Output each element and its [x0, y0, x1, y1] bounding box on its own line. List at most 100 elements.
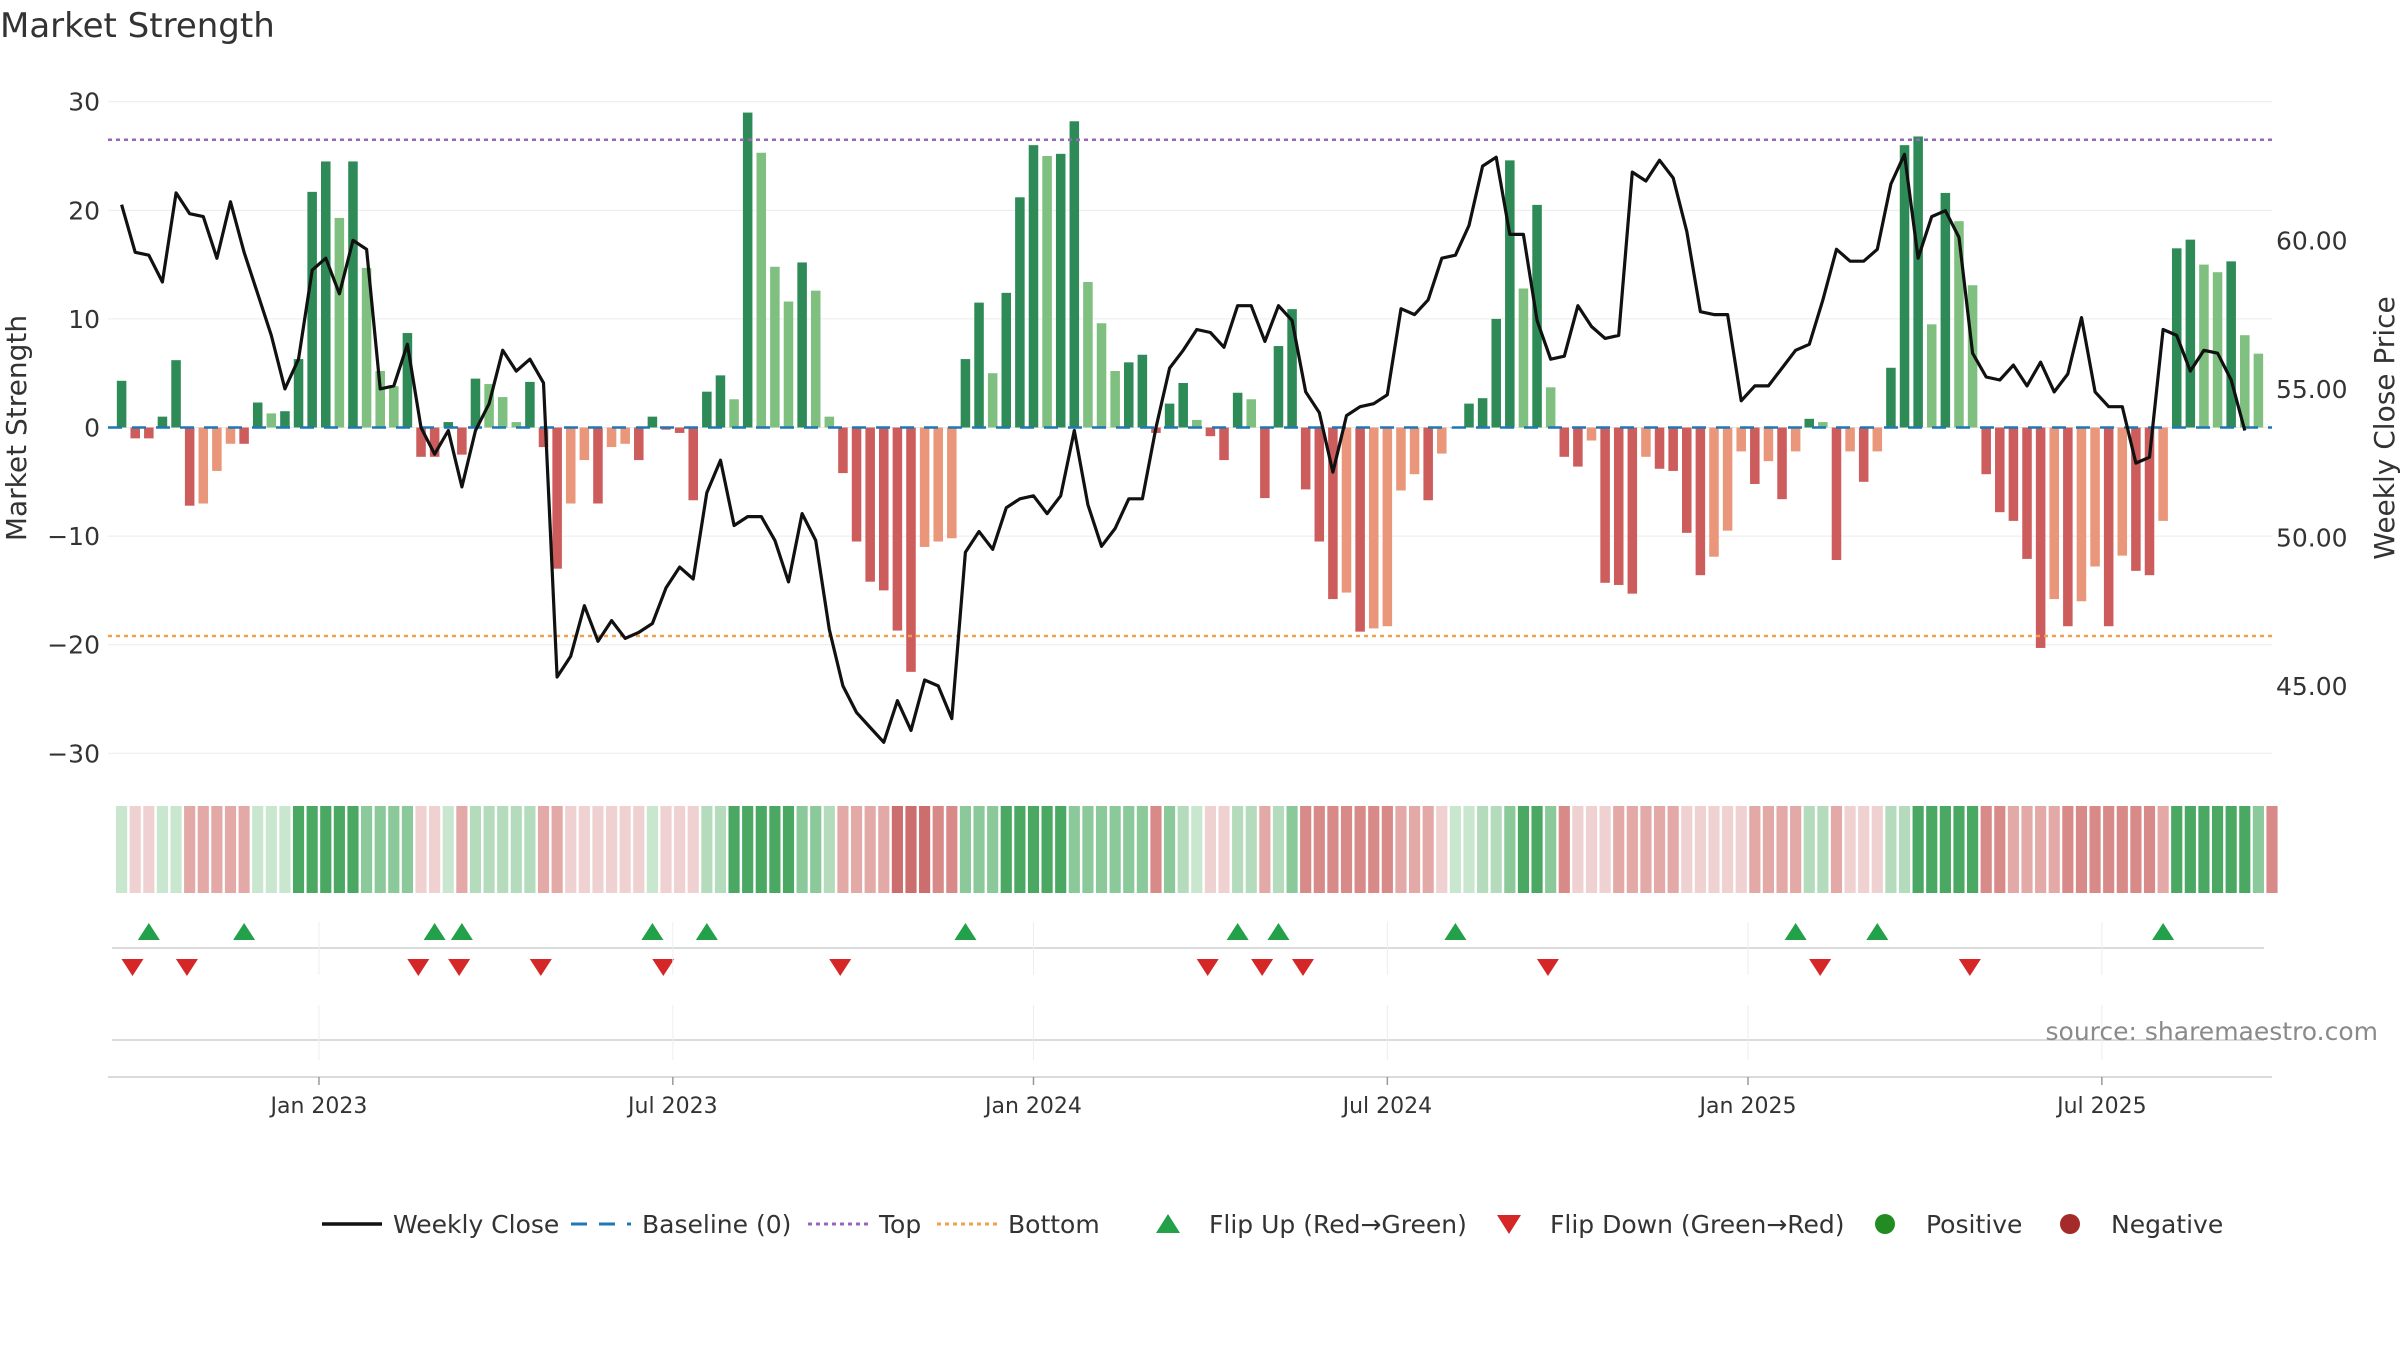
- strength-bar: [1926, 324, 1937, 428]
- strength-bar: [1518, 288, 1529, 428]
- strength-bar: [280, 411, 290, 428]
- strip-cell: [864, 806, 876, 893]
- strength-bar: [987, 373, 998, 428]
- strength-bar: [702, 391, 712, 428]
- strength-bar: [225, 427, 236, 444]
- strip-cell: [1109, 806, 1121, 893]
- strength-bar: [457, 427, 467, 455]
- strip-cell: [1735, 806, 1747, 893]
- y2-tick-label: 50.00: [2276, 523, 2348, 552]
- strip-cell: [401, 806, 414, 893]
- strip-cell: [156, 806, 169, 893]
- flip-down-marker: [829, 959, 852, 976]
- strip-cell: [456, 806, 468, 893]
- strength-bar: [2076, 427, 2087, 602]
- strength-bar: [1260, 427, 1270, 499]
- strength-bar: [919, 427, 930, 547]
- strip-cell: [497, 806, 509, 893]
- strength-bar: [552, 427, 562, 569]
- strip-cell: [878, 806, 890, 893]
- strip-cell: [1708, 806, 1720, 893]
- strength-bar: [1695, 427, 1706, 576]
- strength-bar: [2022, 427, 2032, 559]
- strip-cell: [660, 806, 672, 893]
- strength-bar: [293, 359, 304, 428]
- flip-up-marker: [137, 923, 160, 940]
- strip-cell: [905, 806, 917, 893]
- legend-label: Positive: [1926, 1210, 2022, 1239]
- flip-up-marker: [233, 923, 256, 940]
- strip-cell: [782, 806, 795, 893]
- strip-cell: [1599, 806, 1611, 893]
- strength-bar: [770, 266, 780, 428]
- intensity-strip: [116, 806, 2278, 893]
- strip-cell: [1681, 806, 1693, 893]
- flip-down-marker: [121, 959, 144, 976]
- strength-bar: [1682, 427, 1692, 533]
- flip-down-marker: [1958, 959, 1981, 976]
- strip-cell: [1545, 806, 1557, 893]
- strength-bar: [933, 427, 943, 542]
- strength-bar: [1382, 427, 1393, 627]
- legend-circle-icon: [2060, 1214, 2080, 1234]
- strength-bar: [620, 427, 630, 444]
- strength-bar: [2158, 427, 2168, 521]
- strength-bar: [1069, 121, 1080, 428]
- strip-cell: [1667, 806, 1679, 893]
- y2-axis-label: Weekly Close Price: [2368, 296, 2400, 559]
- strength-bar: [2008, 427, 2019, 521]
- strip-cell: [429, 806, 441, 893]
- strip-cell: [1123, 806, 1135, 893]
- strength-bar: [348, 161, 358, 428]
- strength-bar: [1368, 427, 1379, 629]
- strip-cell: [1830, 806, 1843, 893]
- reference-lines: [108, 138, 2272, 638]
- strip-cell: [1790, 806, 1802, 893]
- strip-cell: [1136, 806, 1148, 893]
- strength-bar: [1654, 427, 1665, 469]
- strip-cell: [2239, 806, 2251, 893]
- strip-cell: [837, 806, 849, 893]
- strip-cell: [1558, 806, 1570, 893]
- strength-bar: [1777, 427, 1787, 500]
- flip-up-marker: [1866, 923, 1889, 940]
- strength-bar: [511, 422, 522, 428]
- strength-bar: [1287, 309, 1297, 428]
- strength-bar: [865, 427, 875, 582]
- strength-bar: [1273, 346, 1284, 428]
- y-tick-label: 10: [68, 305, 100, 334]
- x-tick-label: Jan 2024: [983, 1094, 1082, 1119]
- strength-bar: [824, 416, 835, 428]
- strength-bar: [2131, 427, 2141, 571]
- strip-cell: [2157, 806, 2169, 893]
- strength-bar: [974, 302, 984, 428]
- strength-bar: [1219, 427, 1229, 461]
- strength-bar: [1722, 427, 1733, 531]
- legend-circle-icon: [1875, 1214, 1895, 1234]
- strength-bar: [1232, 392, 1243, 428]
- flip-down-marker: [448, 959, 471, 976]
- strip-cell: [1218, 806, 1230, 893]
- strip-cell: [2048, 806, 2060, 893]
- strip-cell: [2062, 806, 2074, 893]
- strength-bar: [2144, 427, 2155, 576]
- strength-bar: [1641, 427, 1651, 457]
- strip-cell: [891, 806, 903, 893]
- strength-bar: [729, 399, 739, 428]
- strength-bar: [1015, 197, 1025, 428]
- strip-cell: [2225, 806, 2237, 893]
- legend-label: Weekly Close: [393, 1210, 559, 1239]
- legend-item: Negative: [2060, 1210, 2223, 1239]
- strength-bar: [1328, 427, 1338, 600]
- legend-item: Positive: [1875, 1210, 2022, 1239]
- flip-down-marker: [407, 959, 430, 976]
- strength-bar: [1613, 427, 1624, 585]
- axes: 30 20 10 0 −10 −20 −30 60.00 55.00 50.00 45.00: [47, 88, 2347, 769]
- strength-bar: [1055, 153, 1066, 428]
- strip-cell: [2252, 806, 2264, 893]
- strip-cell: [1259, 806, 1271, 893]
- y-axis-label: Market Strength: [0, 315, 33, 541]
- strip-cell: [129, 806, 141, 893]
- strength-bar: [1464, 403, 1474, 428]
- strip-cell: [565, 806, 577, 893]
